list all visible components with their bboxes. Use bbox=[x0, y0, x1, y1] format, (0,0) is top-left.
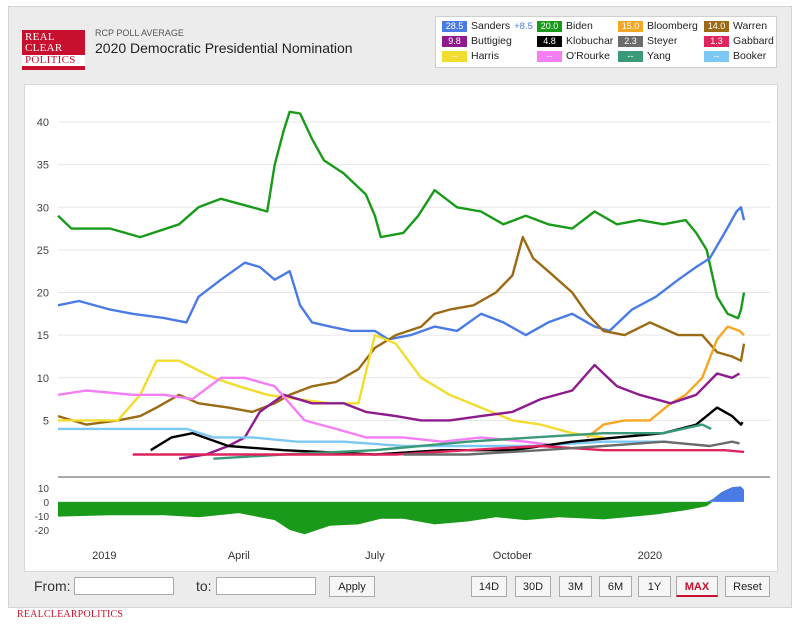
to-date-input[interactable] bbox=[216, 577, 316, 595]
y-tick-label: 25 bbox=[37, 245, 49, 257]
chart-area[interactable]: 5 10 15 20 25 30 35 40 10 0 -10 -20 2019 April July Oct… bbox=[24, 84, 778, 572]
legend-name: Yang bbox=[647, 50, 671, 62]
legend-value: 2.3 bbox=[618, 35, 643, 47]
to-label: to: bbox=[196, 578, 212, 594]
legend-name: Biden bbox=[566, 20, 593, 32]
legend-name: Booker bbox=[733, 50, 767, 62]
legend-name: O'Rourke bbox=[566, 50, 611, 62]
series-line-buttigieg bbox=[178, 363, 741, 460]
legend-name: Steyer bbox=[647, 35, 678, 47]
legend-item-steyer[interactable]: 2.3 Steyer bbox=[618, 35, 677, 47]
series-line-yang bbox=[213, 423, 712, 460]
legend-value: 4.8 bbox=[537, 35, 562, 47]
series-line-warren bbox=[57, 235, 746, 426]
date-range-controls: From: to: Apply 14D 30D 3M 6M 1Y MAX Res… bbox=[24, 572, 776, 602]
series-line-klobuchar bbox=[150, 406, 744, 456]
spread-area-negative bbox=[58, 501, 744, 535]
legend-value: -- bbox=[442, 50, 467, 62]
rcp-poll-average-label: RCP POLL AVERAGE bbox=[95, 28, 184, 38]
legend-item-warren[interactable]: 14.0 Warren bbox=[704, 20, 767, 32]
from-date-input[interactable] bbox=[74, 577, 174, 595]
legend-value: 14.0 bbox=[704, 20, 729, 32]
series-line-sanders bbox=[57, 206, 746, 341]
legend-item-booker[interactable]: -- Booker bbox=[704, 50, 766, 62]
series-line-steyer bbox=[403, 440, 740, 456]
legend-item-yang[interactable]: -- Yang bbox=[618, 50, 671, 62]
x-tick-label: 2019 bbox=[92, 550, 116, 562]
series-line-harris bbox=[58, 333, 604, 439]
legend-change: +8.5 bbox=[514, 21, 533, 32]
range-14d-button[interactable]: 14D bbox=[471, 576, 507, 597]
range-1y-button[interactable]: 1Y bbox=[638, 576, 671, 597]
spread-y-tick-label: -10 bbox=[35, 512, 50, 523]
spread-y-tick-label: 0 bbox=[43, 498, 49, 509]
y-tick-label: 30 bbox=[37, 202, 49, 214]
legend-name: Gabbard bbox=[733, 35, 774, 47]
legend-value: -- bbox=[618, 50, 643, 62]
logo-line-3: POLITICS bbox=[22, 55, 85, 66]
range-max-button[interactable]: MAX bbox=[676, 576, 718, 597]
spread-y-tick-label: 10 bbox=[38, 484, 50, 495]
legend-value: -- bbox=[537, 50, 562, 62]
legend-item-biden[interactable]: 20.0 Biden bbox=[537, 20, 593, 32]
logo-line-2: CLEAR bbox=[25, 42, 63, 54]
y-tick-label: 15 bbox=[37, 330, 49, 342]
legend-name: Sanders bbox=[471, 20, 511, 32]
series-line-biden bbox=[57, 110, 746, 320]
legend-name: Klobuchar bbox=[566, 35, 614, 47]
y-tick-label: 40 bbox=[37, 117, 49, 129]
legend-name: Warren bbox=[733, 20, 768, 32]
y-tick-label: 5 bbox=[43, 415, 49, 427]
range-6m-button[interactable]: 6M bbox=[599, 576, 632, 597]
legend-name: Harris bbox=[471, 50, 499, 62]
y-tick-label: 35 bbox=[37, 160, 49, 172]
y-tick-label: 10 bbox=[37, 373, 49, 385]
range-3m-button[interactable]: 3M bbox=[559, 576, 592, 597]
series-line-booker bbox=[58, 427, 668, 448]
legend-value: 9.8 bbox=[442, 35, 467, 47]
poll-chart[interactable]: 5 10 15 20 25 30 35 40 10 0 -10 -20 2019 April July Oct… bbox=[25, 85, 777, 571]
legend-value: 20.0 bbox=[537, 20, 562, 32]
legend-value: 28.5 bbox=[442, 20, 467, 32]
x-tick-label: July bbox=[365, 550, 385, 562]
reset-button[interactable]: Reset bbox=[725, 576, 770, 597]
y-tick-label: 20 bbox=[37, 288, 49, 300]
legend-item-buttigieg[interactable]: 9.8 Buttigieg bbox=[442, 35, 512, 47]
spread-y-tick-label: -20 bbox=[35, 526, 50, 537]
legend-item-orourke[interactable]: -- O'Rourke bbox=[537, 50, 610, 62]
legend-value: 1.3 bbox=[704, 35, 729, 47]
series-line-orourke bbox=[57, 376, 559, 448]
legend-name: Buttigieg bbox=[471, 35, 512, 47]
legend-name: Bloomberg bbox=[647, 20, 698, 32]
footer-brand: REALCLEARPOLITICS bbox=[17, 609, 124, 620]
legend-item-klobuchar[interactable]: 4.8 Klobuchar bbox=[537, 35, 613, 47]
legend-item-gabbard[interactable]: 1.3 Gabbard bbox=[704, 35, 774, 47]
x-tick-label: October bbox=[493, 550, 532, 562]
legend-value: -- bbox=[704, 50, 729, 62]
legend-item-harris[interactable]: -- Harris bbox=[442, 50, 499, 62]
series-line-gabbard bbox=[132, 444, 745, 456]
from-label: From: bbox=[34, 578, 71, 594]
logo-line-1: REAL bbox=[25, 31, 55, 43]
range-30d-button[interactable]: 30D bbox=[515, 576, 551, 597]
spread-area-positive bbox=[58, 486, 744, 502]
legend-item-bloomberg[interactable]: 15.0 Bloomberg bbox=[618, 20, 698, 32]
legend-value: 15.0 bbox=[618, 20, 643, 32]
rcp-logo: REAL CLEAR POLITICS bbox=[22, 30, 85, 70]
legend-item-sanders[interactable]: 28.5 Sanders +8.5 bbox=[442, 20, 533, 32]
page-title: 2020 Democratic Presidential Nomination bbox=[95, 40, 353, 56]
series-line-bloomberg bbox=[586, 325, 745, 439]
legend: 28.5 Sanders +8.5 20.0 Biden 15.0 Bloomberg … bbox=[435, 16, 777, 68]
x-tick-label: 2020 bbox=[638, 550, 662, 562]
apply-button[interactable]: Apply bbox=[329, 576, 375, 597]
x-tick-label: April bbox=[228, 550, 250, 562]
